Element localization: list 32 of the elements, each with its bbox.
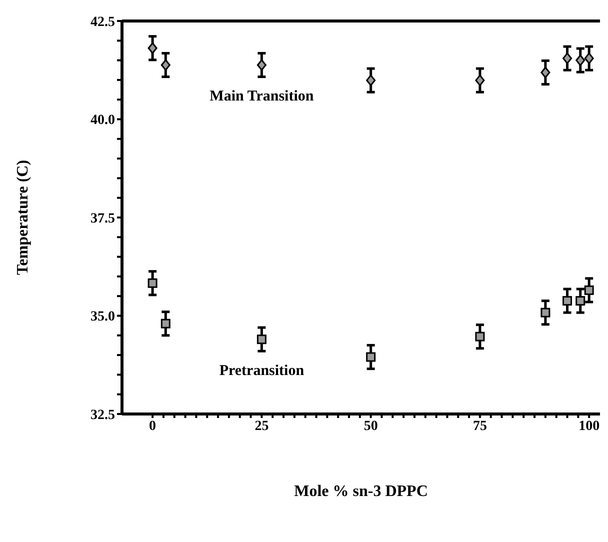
point: [160, 59, 170, 71]
point: [148, 42, 158, 54]
series-label: Pretransition: [219, 362, 305, 379]
y-tick-label: 42.5: [90, 14, 115, 30]
x-tick-label: 50: [364, 418, 378, 434]
point: [256, 59, 266, 71]
series-label: Main Transition: [210, 88, 314, 104]
x-tick-label: 100: [578, 418, 600, 434]
y-axis-title: Temperature (C): [14, 160, 32, 276]
point: [148, 278, 158, 288]
point: [475, 74, 485, 86]
x-tick-label: 0: [149, 418, 156, 434]
point: [562, 52, 572, 64]
point: [475, 332, 485, 342]
point: [160, 318, 170, 328]
x-tick-label: 25: [254, 418, 269, 434]
point: [366, 352, 376, 362]
y-tick-label: 37.5: [90, 211, 115, 226]
y-tick-label: 35.0: [90, 310, 115, 325]
point: [540, 308, 550, 318]
y-tick-label: 32.5: [90, 408, 115, 423]
point: [562, 296, 572, 306]
y-tick-label: 40.0: [90, 113, 115, 128]
point: [576, 296, 586, 306]
x-tick-label: 75: [472, 418, 487, 434]
x-axis-title: Mole % sn-3 DPPC: [294, 483, 428, 500]
point: [584, 52, 594, 64]
point: [576, 54, 586, 66]
point: [540, 66, 550, 78]
point: [584, 285, 594, 295]
point: [366, 74, 376, 86]
point: [256, 334, 266, 344]
